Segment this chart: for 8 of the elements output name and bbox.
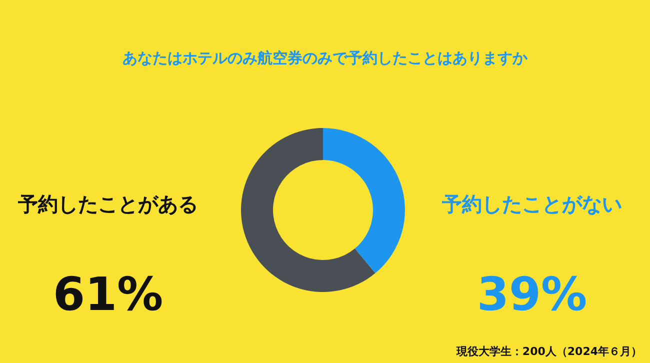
slice-label: 予約したことがある [17,192,198,216]
donut-slice [323,128,405,274]
text: 現役大学生：200人（2024年６月） [455,345,642,358]
chart-title: あなたはホテルのみ航空券のみで予約したことはありますか [122,49,528,67]
slice-label: 予約したことがない [441,192,622,216]
data-label: 61% [52,267,164,321]
data-label: 39% [476,267,588,321]
donut-slice [241,128,376,292]
